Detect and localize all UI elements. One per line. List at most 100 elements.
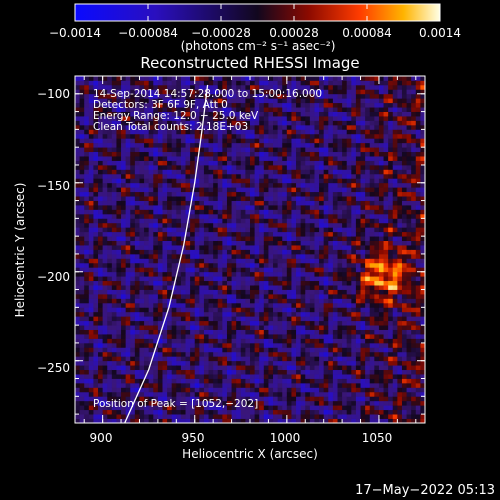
heat-cell bbox=[277, 111, 283, 117]
heat-cell bbox=[226, 396, 232, 402]
heat-cell bbox=[319, 218, 325, 224]
heat-cell bbox=[226, 89, 232, 95]
heat-cell bbox=[328, 196, 334, 201]
heat-cell bbox=[102, 191, 108, 197]
heat-cell bbox=[93, 111, 99, 117]
heat-cell bbox=[305, 369, 311, 375]
heat-cell bbox=[346, 231, 352, 237]
heat-cell bbox=[250, 164, 256, 170]
heat-cell bbox=[185, 80, 191, 86]
heat-cell bbox=[319, 196, 325, 201]
heat-cell bbox=[176, 98, 182, 104]
heat-cell bbox=[277, 391, 283, 397]
heat-cell bbox=[153, 311, 159, 317]
heat-cell bbox=[282, 293, 288, 299]
heat-cell bbox=[121, 409, 127, 415]
heat-cell bbox=[351, 356, 357, 362]
heat-cell bbox=[309, 84, 315, 90]
heat-cell bbox=[144, 173, 150, 179]
heat-cell bbox=[79, 285, 85, 290]
heat-cell bbox=[185, 236, 191, 241]
heat-cell bbox=[102, 342, 108, 348]
heat-cell bbox=[231, 414, 237, 419]
heat-cell bbox=[75, 374, 81, 379]
heat-cell bbox=[296, 120, 302, 126]
heat-cell bbox=[130, 205, 136, 210]
heat-cell bbox=[305, 129, 311, 135]
heat-cell bbox=[134, 138, 140, 144]
heat-cell bbox=[98, 365, 104, 371]
heat-cell bbox=[203, 307, 209, 313]
heat-cell bbox=[199, 93, 205, 99]
heat-cell bbox=[365, 338, 371, 344]
heat-cell bbox=[116, 107, 122, 112]
heat-cell bbox=[139, 285, 145, 290]
heat-cell bbox=[107, 111, 113, 117]
heat-cell bbox=[346, 102, 352, 108]
heat-cell bbox=[263, 311, 269, 317]
heat-cell bbox=[319, 205, 325, 210]
heat-cell bbox=[226, 164, 232, 170]
heat-cell bbox=[323, 276, 329, 282]
heat-cell bbox=[79, 231, 85, 237]
heat-cell bbox=[88, 351, 94, 357]
heat-cell bbox=[277, 414, 283, 419]
heat-cell bbox=[314, 240, 320, 246]
heat-cell bbox=[130, 164, 136, 170]
heat-cell bbox=[240, 289, 246, 295]
heat-cell bbox=[84, 320, 90, 326]
heat-cell bbox=[79, 374, 85, 379]
heat-cell bbox=[305, 240, 311, 246]
heat-cell bbox=[111, 111, 117, 117]
heat-cell bbox=[236, 236, 242, 241]
heat-cell bbox=[93, 218, 99, 224]
heat-cell bbox=[296, 169, 302, 175]
heat-cell bbox=[236, 133, 242, 139]
heat-cell bbox=[111, 84, 117, 90]
heat-cell bbox=[245, 374, 251, 379]
heat-cell bbox=[332, 396, 338, 402]
heat-cell bbox=[305, 253, 311, 259]
heat-cell bbox=[337, 253, 343, 259]
heat-cell bbox=[236, 311, 242, 317]
heat-cell bbox=[282, 387, 288, 393]
heat-cell bbox=[88, 316, 94, 322]
heat-cell bbox=[157, 360, 163, 366]
heat-cell bbox=[153, 111, 159, 117]
heat-cell bbox=[365, 191, 371, 197]
heat-cell bbox=[203, 147, 209, 153]
heat-cell bbox=[277, 147, 283, 153]
heat-cell bbox=[199, 253, 205, 259]
heat-cell bbox=[328, 178, 334, 184]
heat-cell bbox=[236, 285, 242, 290]
heat-cell bbox=[300, 409, 306, 415]
heat-cell bbox=[167, 400, 173, 406]
heat-cell bbox=[273, 156, 279, 161]
heat-cell bbox=[180, 191, 186, 197]
heat-cell bbox=[250, 253, 256, 259]
heat-cell bbox=[273, 374, 279, 379]
heat-cell bbox=[346, 218, 352, 224]
heat-cell bbox=[144, 200, 150, 206]
heat-cell bbox=[203, 391, 209, 397]
heat-cell bbox=[291, 325, 297, 330]
heat-cell bbox=[305, 182, 311, 188]
heat-cell bbox=[75, 351, 81, 357]
heat-cell bbox=[194, 245, 200, 250]
heat-cell bbox=[111, 160, 117, 166]
heat-cell bbox=[282, 182, 288, 188]
heat-cell bbox=[263, 320, 269, 326]
heat-cell bbox=[355, 76, 361, 81]
heat-cell bbox=[93, 276, 99, 282]
heat-cell bbox=[84, 213, 90, 219]
heat-cell bbox=[79, 334, 85, 339]
heat-cell bbox=[148, 338, 154, 344]
heat-cell bbox=[277, 107, 283, 112]
heat-cell bbox=[259, 209, 265, 215]
heat-cell bbox=[208, 347, 214, 353]
heat-cell bbox=[194, 325, 200, 330]
heat-cell bbox=[263, 133, 269, 139]
heat-cell bbox=[296, 280, 302, 286]
heat-cell bbox=[254, 267, 260, 273]
heat-cell bbox=[263, 342, 269, 348]
